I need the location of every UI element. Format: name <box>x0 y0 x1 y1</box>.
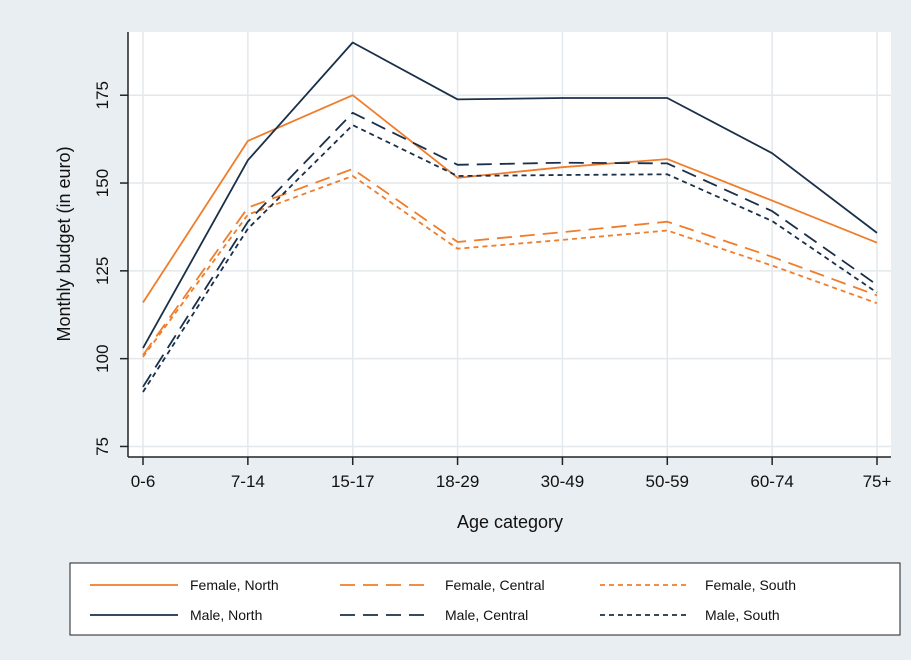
x-tick-label: 18-29 <box>436 472 479 491</box>
y-tick-label: 125 <box>93 257 112 285</box>
x-tick-label: 7-14 <box>231 472 265 491</box>
legend-label-4: Male, North <box>190 607 262 623</box>
legend-label-3: Female, South <box>705 577 796 593</box>
x-tick-label: 60-74 <box>750 472 793 491</box>
y-tick-label: 150 <box>93 169 112 197</box>
y-axis-title: Monthly budget (in euro) <box>54 146 74 341</box>
legend-box <box>70 563 900 635</box>
x-axis-title: Age category <box>457 512 563 532</box>
x-tick-label: 30-49 <box>541 472 584 491</box>
y-tick-label: 175 <box>93 81 112 109</box>
x-tick-label: 75+ <box>863 472 892 491</box>
legend-label-5: Male, Central <box>445 607 528 623</box>
x-tick-label: 0-6 <box>131 472 156 491</box>
y-tick-label: 100 <box>93 344 112 372</box>
y-tick-label: 75 <box>93 437 112 456</box>
legend-label-6: Male, South <box>705 607 780 623</box>
x-tick-label: 50-59 <box>646 472 689 491</box>
legend-label-1: Female, North <box>190 577 279 593</box>
x-tick-label: 15-17 <box>331 472 374 491</box>
legend-label-2: Female, Central <box>445 577 545 593</box>
